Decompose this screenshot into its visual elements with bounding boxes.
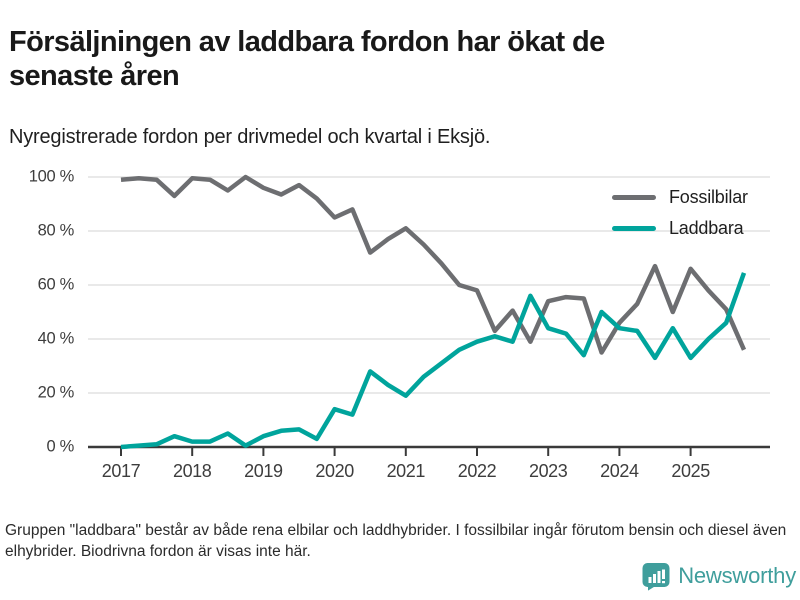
- x-axis-label: 2022: [457, 461, 497, 481]
- gridlines: [88, 176, 770, 394]
- brand-wordmark: Newsworthy: [678, 563, 796, 588]
- fossilbilar-line: [120, 174, 747, 355]
- fossilbilar-line-swatch: [612, 194, 656, 200]
- laddbara-line: [120, 272, 747, 450]
- x-axis: [88, 445, 770, 456]
- x-axis-label: 2018: [172, 461, 212, 481]
- y-axis-label: 40 %: [37, 329, 75, 348]
- chart-subtitle: Nyregistrerade fordon per drivmedel och …: [9, 126, 491, 148]
- x-axis-label: 2019: [244, 461, 283, 481]
- bar-chart-speech-bubble-icon: [642, 563, 670, 591]
- x-axis-label: 2021: [386, 461, 426, 481]
- x-axis-label: 2020: [315, 461, 354, 481]
- page-title: Försäljningen av laddbara fordon har öka…: [9, 26, 605, 93]
- legend-item-laddbara: Laddbara: [612, 217, 748, 239]
- newsworthy-logo: Newsworthy: [641, 561, 796, 591]
- x-axis-label: 2024: [600, 461, 639, 481]
- x-axis-label: 2025: [671, 461, 710, 481]
- footer-note: Gruppen "laddbara" består av både rena e…: [5, 522, 787, 561]
- legend-item-fossilbilar: Fossilbilar: [612, 186, 748, 208]
- laddbara-line-swatch: [612, 225, 656, 231]
- legend-label: Laddbara: [669, 217, 744, 238]
- legend: Fossilbilar Laddbara: [612, 186, 748, 239]
- x-axis-label: 2017: [101, 461, 141, 481]
- y-axis-label: 20 %: [37, 383, 75, 402]
- legend-label: Fossilbilar: [669, 186, 748, 207]
- y-axis-label: 100 %: [28, 167, 75, 186]
- x-axis-label: 2023: [528, 461, 568, 481]
- y-axis-label: 80 %: [37, 221, 75, 240]
- y-axis-label: 60 %: [37, 275, 75, 294]
- y-axis-label: 0 %: [46, 437, 74, 456]
